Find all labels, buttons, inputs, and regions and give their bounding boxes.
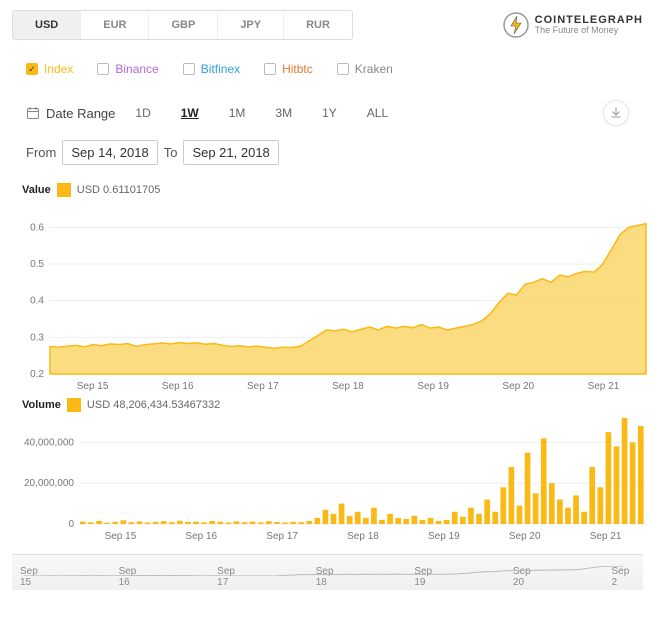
svg-text:Sep 19: Sep 19 bbox=[428, 531, 460, 542]
range-1w[interactable]: 1W bbox=[177, 104, 203, 122]
volume-legend-value: USD 48,206,434.53467332 bbox=[87, 399, 220, 411]
checkbox-icon bbox=[97, 63, 109, 75]
exchange-label: Bitfinex bbox=[201, 62, 240, 76]
navigator-sparkline bbox=[24, 566, 624, 576]
svg-text:0.5: 0.5 bbox=[30, 259, 44, 270]
currency-tab-eur[interactable]: EUR bbox=[81, 11, 149, 39]
checkbox-icon bbox=[264, 63, 276, 75]
svg-text:Sep 21: Sep 21 bbox=[588, 381, 620, 392]
range-1y[interactable]: 1Y bbox=[318, 104, 341, 122]
exchange-binance[interactable]: Binance bbox=[97, 62, 158, 76]
volume-legend: Volume USD 48,206,434.53467332 bbox=[22, 398, 635, 412]
svg-text:0.6: 0.6 bbox=[30, 222, 44, 233]
download-icon bbox=[610, 107, 622, 119]
to-label: To bbox=[164, 145, 178, 160]
checkbox-icon bbox=[183, 63, 195, 75]
price-legend-title: Value bbox=[22, 184, 51, 196]
volume-swatch bbox=[67, 398, 81, 412]
price-legend-value: USD 0.61101705 bbox=[77, 184, 161, 196]
download-button[interactable] bbox=[603, 100, 629, 126]
date-inputs: From Sep 14, 2018 To Sep 21, 2018 bbox=[12, 132, 643, 179]
volume-chart[interactable]: 0 20,000,000 40,000,000 Sep 15 Sep 16 Sep 17 S… bbox=[20, 414, 651, 544]
range-all[interactable]: ALL bbox=[363, 104, 392, 122]
exchange-kraken[interactable]: Kraken bbox=[337, 62, 393, 76]
exchange-label: Kraken bbox=[355, 62, 393, 76]
range-1d[interactable]: 1D bbox=[131, 104, 154, 122]
svg-text:0.2: 0.2 bbox=[30, 369, 44, 380]
exchange-label: Index bbox=[44, 62, 73, 76]
exchange-selector: ✓ Index Binance Bitfinex Hitbtc Kraken bbox=[12, 54, 643, 84]
exchange-label: Hitbtc bbox=[282, 62, 313, 76]
checkbox-icon: ✓ bbox=[26, 63, 38, 75]
svg-text:Sep 16: Sep 16 bbox=[185, 531, 217, 542]
svg-text:Sep 21: Sep 21 bbox=[590, 531, 622, 542]
date-range-row: Date Range 1D 1W 1M 3M 1Y ALL bbox=[12, 94, 643, 132]
currency-tab-gbp[interactable]: GBP bbox=[149, 11, 218, 39]
currency-tabs: USDEURGBPJPYRUR bbox=[12, 10, 353, 40]
exchange-index[interactable]: ✓ Index bbox=[26, 62, 73, 76]
range-3m[interactable]: 3M bbox=[271, 104, 296, 122]
from-label: From bbox=[26, 145, 56, 160]
svg-text:0.4: 0.4 bbox=[30, 296, 44, 307]
price-chart[interactable]: 0.2 0.3 0.4 0.5 0.6 Sep 15 Sep 16 Sep 17 Sep 18 S… bbox=[20, 199, 651, 394]
currency-tab-usd[interactable]: USD bbox=[13, 11, 81, 39]
svg-text:Sep 15: Sep 15 bbox=[77, 381, 109, 392]
logo[interactable]: COINTELEGRAPH The Future of Money bbox=[503, 12, 643, 38]
calendar-icon bbox=[26, 106, 40, 120]
svg-text:Sep 16: Sep 16 bbox=[162, 381, 194, 392]
top-bar: USDEURGBPJPYRUR COINTELEGRAPH The Future… bbox=[12, 10, 643, 40]
chart-navigator[interactable]: Sep 15Sep 16Sep 17Sep 18Sep 19Sep 20Sep … bbox=[12, 554, 643, 590]
date-to-input[interactable]: Sep 21, 2018 bbox=[183, 140, 278, 165]
exchange-hitbtc[interactable]: Hitbtc bbox=[264, 62, 313, 76]
svg-text:Sep 17: Sep 17 bbox=[247, 381, 279, 392]
exchange-bitfinex[interactable]: Bitfinex bbox=[183, 62, 240, 76]
svg-text:0.3: 0.3 bbox=[30, 332, 44, 343]
checkbox-icon bbox=[337, 63, 349, 75]
range-buttons: 1D 1W 1M 3M 1Y ALL bbox=[131, 104, 392, 122]
svg-text:Sep 17: Sep 17 bbox=[266, 531, 298, 542]
currency-tab-rur[interactable]: RUR bbox=[284, 11, 352, 39]
date-range-label: Date Range bbox=[26, 106, 115, 121]
logo-subtitle: The Future of Money bbox=[535, 26, 643, 36]
svg-text:40,000,000: 40,000,000 bbox=[24, 437, 74, 448]
currency-tab-jpy[interactable]: JPY bbox=[218, 11, 284, 39]
date-from-input[interactable]: Sep 14, 2018 bbox=[62, 140, 157, 165]
svg-text:Sep 18: Sep 18 bbox=[332, 381, 364, 392]
svg-text:20,000,000: 20,000,000 bbox=[24, 478, 74, 489]
exchange-label: Binance bbox=[115, 62, 158, 76]
price-legend: Value USD 0.61101705 bbox=[22, 183, 635, 197]
svg-text:Sep 15: Sep 15 bbox=[105, 531, 137, 542]
price-swatch bbox=[57, 183, 71, 197]
svg-text:Sep 20: Sep 20 bbox=[502, 381, 534, 392]
svg-text:Sep 18: Sep 18 bbox=[347, 531, 379, 542]
volume-legend-title: Volume bbox=[22, 399, 61, 411]
svg-text:0: 0 bbox=[68, 519, 74, 530]
date-range-text: Date Range bbox=[46, 106, 115, 121]
svg-text:Sep 20: Sep 20 bbox=[509, 531, 541, 542]
range-1m[interactable]: 1M bbox=[225, 104, 250, 122]
logo-icon bbox=[503, 12, 529, 38]
svg-text:Sep 19: Sep 19 bbox=[417, 381, 449, 392]
